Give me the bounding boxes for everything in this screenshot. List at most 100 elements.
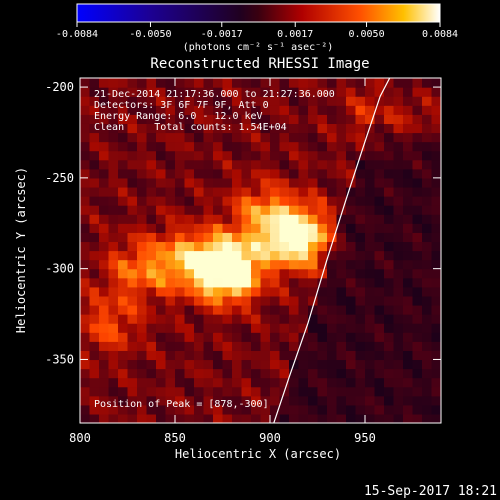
- heatmap-cell: [251, 141, 262, 152]
- heatmap-cell: [270, 205, 281, 215]
- heatmap-cell: [279, 404, 290, 415]
- heatmap-cell: [336, 168, 347, 179]
- heatmap-cell: [203, 377, 214, 388]
- heatmap-cell: [80, 232, 91, 243]
- heatmap-cell: [232, 132, 243, 143]
- heatmap-cell: [365, 223, 376, 233]
- heatmap-cell: [346, 277, 357, 288]
- heatmap-cell: [118, 241, 129, 252]
- heatmap-cell: [308, 141, 319, 152]
- heatmap-cell: [80, 159, 91, 170]
- heatmap-cell: [346, 395, 357, 406]
- heatmap-cell: [108, 123, 119, 134]
- heatmap-cell: [127, 323, 138, 333]
- heatmap-cell: [270, 241, 281, 252]
- heatmap-cell: [317, 186, 328, 197]
- heatmap-cell: [146, 377, 157, 388]
- heatmap-cell: [260, 295, 271, 306]
- heatmap-cell: [393, 259, 404, 270]
- heatmap-cell: [89, 404, 100, 415]
- heatmap-cell: [175, 268, 186, 279]
- heatmap-cell: [355, 250, 366, 261]
- heatmap-cell: [108, 386, 119, 397]
- heatmap-cell: [374, 286, 385, 297]
- heatmap-cell: [260, 350, 271, 361]
- heatmap-cell: [270, 123, 281, 134]
- heatmap-cell: [146, 341, 157, 351]
- heatmap-cell: [412, 259, 423, 270]
- heatmap-cell: [251, 314, 262, 324]
- heatmap-cell: [393, 87, 404, 97]
- heatmap-cell: [317, 395, 328, 406]
- heatmap-cell: [118, 232, 129, 243]
- heatmap-cell: [270, 277, 281, 288]
- heatmap-cell: [365, 304, 376, 315]
- heatmap-cell: [222, 268, 233, 279]
- heatmap-cell: [241, 241, 252, 252]
- heatmap-cell: [194, 413, 205, 423]
- heatmap-cell: [327, 404, 338, 415]
- heatmap-cell: [165, 168, 176, 179]
- colorbar: -0.0084 -0.0050 -0.0017 0.0017 0.0050 0.0084 …: [56, 3, 458, 53]
- heatmap-cell: [146, 105, 157, 115]
- x-tick-label: 850: [164, 431, 186, 445]
- heatmap-cell: [156, 314, 167, 324]
- heatmap-cell: [365, 250, 376, 261]
- heatmap-cell: [175, 177, 186, 188]
- heatmap-cell: [298, 368, 309, 379]
- heatmap-cell: [127, 241, 138, 252]
- heatmap-cell: [251, 232, 262, 243]
- heatmap-cell: [384, 395, 395, 406]
- heatmap-cell: [279, 295, 290, 306]
- heatmap-cell: [431, 132, 441, 143]
- heatmap-cell: [270, 304, 281, 315]
- heatmap-cell: [393, 295, 404, 306]
- heatmap-cell: [270, 168, 281, 179]
- heatmap-cell: [241, 314, 252, 324]
- heatmap-cell: [260, 96, 271, 106]
- heatmap-cell: [260, 286, 271, 297]
- heatmap-cell: [308, 377, 319, 388]
- heatmap-cell: [99, 132, 110, 143]
- heatmap-cell: [118, 341, 129, 351]
- heatmap-cell: [327, 250, 338, 261]
- heatmap-cell: [241, 259, 252, 270]
- heatmap-cell: [431, 87, 441, 97]
- heatmap-cell: [431, 150, 441, 161]
- heatmap-cell: [80, 413, 91, 423]
- heatmap-cell: [175, 141, 186, 152]
- heatmap-cell: [327, 377, 338, 388]
- heatmap-cell: [365, 277, 376, 288]
- heatmap-cell: [241, 177, 252, 188]
- heatmap-cell: [184, 132, 195, 143]
- heatmap-cell: [146, 205, 157, 215]
- heatmap-cell: [222, 377, 233, 388]
- heatmap-cell: [403, 386, 414, 397]
- heatmap-cell: [298, 413, 309, 423]
- heatmap-cell: [393, 205, 404, 215]
- heatmap-cell: [308, 286, 319, 297]
- heatmap-cell: [374, 323, 385, 333]
- heatmap-cell: [251, 359, 262, 370]
- heatmap-cell: [374, 177, 385, 188]
- heatmap-cell: [403, 96, 414, 106]
- heatmap-cell: [374, 196, 385, 206]
- heatmap-cell: [365, 314, 376, 324]
- heatmap-cell: [89, 314, 100, 324]
- heatmap-cell: [222, 214, 233, 224]
- heatmap-cell: [308, 132, 319, 143]
- heatmap-cell: [241, 295, 252, 306]
- heatmap-cell: [260, 250, 271, 261]
- heatmap-cell: [165, 232, 176, 243]
- heatmap-cell: [80, 105, 91, 115]
- heatmap-cell: [137, 205, 148, 215]
- heatmap-cell: [365, 168, 376, 179]
- heatmap-cell: [365, 241, 376, 252]
- heatmap-cell: [89, 196, 100, 206]
- heatmap-cell: [260, 223, 271, 233]
- heatmap-cell: [346, 223, 357, 233]
- heatmap-cell: [279, 241, 290, 252]
- heatmap-cell: [137, 96, 148, 106]
- heatmap-cell: [108, 232, 119, 243]
- heatmap-cell: [194, 268, 205, 279]
